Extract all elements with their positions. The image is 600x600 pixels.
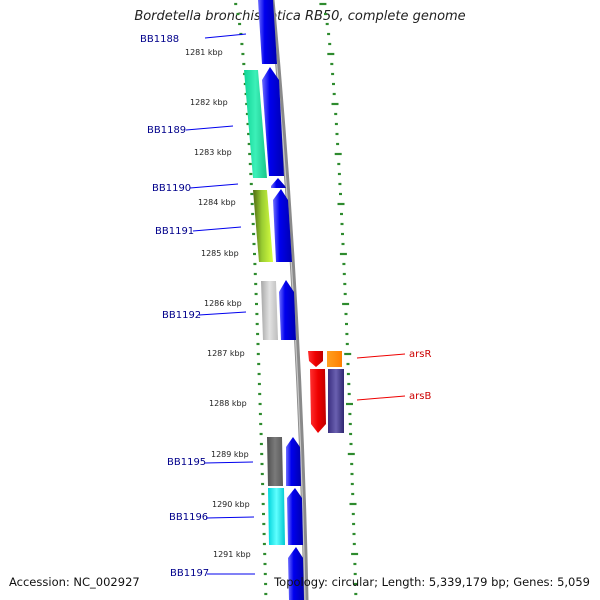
gene-label-bb1196[interactable]: BB1196 xyxy=(169,512,208,523)
leader-bb1196 xyxy=(205,516,255,519)
scale-label-1282: 1282 kbp xyxy=(190,98,228,107)
backbone-arc xyxy=(269,0,309,600)
gene-feature-arsr-partner[interactable] xyxy=(308,351,323,367)
page-title: Bordetella bronchiseptica RB50, complete… xyxy=(134,9,466,24)
scale-label-1284: 1284 kbp xyxy=(198,198,236,207)
scale-label-1286: 1286 kbp xyxy=(204,299,242,308)
scale-labels: 1281 kbp 1282 kbp 1283 kbp 1284 kbp 1285… xyxy=(185,48,251,559)
gene-feature-bb1191[interactable] xyxy=(253,190,273,262)
gene-feature-bb1192[interactable] xyxy=(261,281,278,340)
leader-bb1195 xyxy=(204,461,254,464)
gene-feature-bb1196-partner[interactable] xyxy=(287,488,303,545)
scale-label-1285: 1285 kbp xyxy=(201,249,239,258)
gene-label-bb1190[interactable]: BB1190 xyxy=(152,183,191,194)
leader-arsb xyxy=(356,395,406,401)
gene-feature-bb1196[interactable] xyxy=(268,488,285,545)
scale-label-1290: 1290 kbp xyxy=(212,500,250,509)
genome-summary-text: Topology: circular; Length: 5,339,179 bp… xyxy=(274,575,590,589)
gene-label-bb1188[interactable]: BB1188 xyxy=(140,34,179,45)
gene-label-arsr[interactable]: arsR xyxy=(409,349,431,360)
gene-label-bb1189[interactable]: BB1189 xyxy=(147,125,186,136)
leader-bb1190 xyxy=(189,183,239,189)
gene-feature-bb1191-partner[interactable] xyxy=(273,189,292,262)
scale-label-1281: 1281 kbp xyxy=(185,48,223,57)
gene-feature-bb1188[interactable] xyxy=(258,0,277,64)
gene-label-leaders xyxy=(185,33,406,575)
leader-bb1192 xyxy=(198,311,247,316)
gene-feature-bb1195[interactable] xyxy=(267,437,283,486)
gene-label-bb1191[interactable]: BB1191 xyxy=(155,226,194,237)
gene-feature-bb1189[interactable] xyxy=(244,70,267,178)
gene-feature-bb1189-partner[interactable] xyxy=(262,67,284,176)
gene-feature-bb1192-partner[interactable] xyxy=(279,280,296,340)
gene-feature-bb1195-partner[interactable] xyxy=(286,437,301,486)
scale-label-1283: 1283 kbp xyxy=(194,148,232,157)
scale-label-1287: 1287 kbp xyxy=(207,349,245,358)
gene-label-arsb[interactable]: arsB xyxy=(409,391,431,402)
colored-genes xyxy=(244,70,285,545)
scale-label-1291: 1291 kbp xyxy=(213,550,251,559)
gene-label-bb1195[interactable]: BB1195 xyxy=(167,457,206,468)
accession-text: Accession: NC_002927 xyxy=(9,575,140,589)
scale-label-1289: 1289 kbp xyxy=(211,450,249,459)
reverse-strand-genes xyxy=(308,351,344,433)
gene-feature-bb1190[interactable] xyxy=(271,178,286,188)
gene-feature-arsb-partner[interactable] xyxy=(310,369,326,433)
gene-feature-bb1197[interactable] xyxy=(288,547,304,600)
gene-label-bb1197[interactable]: BB1197 xyxy=(170,568,209,579)
gene-feature-arsb[interactable] xyxy=(328,369,344,433)
gene-label-bb1192[interactable]: BB1192 xyxy=(162,310,201,321)
leader-bb1188 xyxy=(204,33,247,39)
leader-bb1191 xyxy=(192,226,242,232)
leader-arsr xyxy=(356,353,406,359)
forward-strand-genes xyxy=(258,0,304,600)
leader-bb1189 xyxy=(185,125,234,131)
gene-labels: BB1188 BB1189 BB1190 BB1191 BB1192 arsR … xyxy=(140,34,431,579)
scale-label-1288: 1288 kbp xyxy=(209,399,247,408)
gene-feature-arsr[interactable] xyxy=(327,351,342,367)
